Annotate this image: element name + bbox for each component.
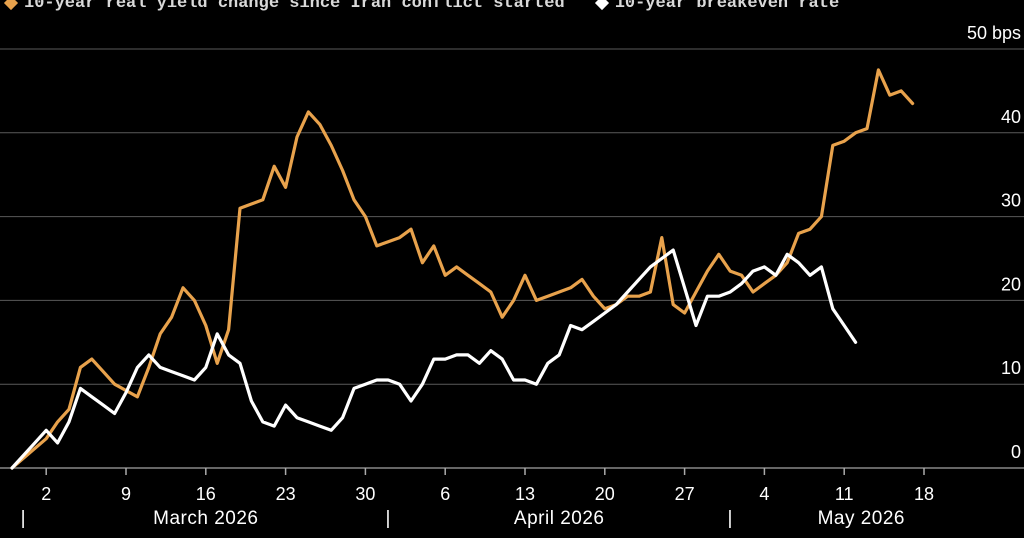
x-tick-label: 4 [759, 484, 769, 504]
x-tick-label: 20 [595, 484, 615, 504]
y-tick-label: 0 [1011, 442, 1021, 462]
x-tick-label: 2 [41, 484, 51, 504]
month-separator: | [21, 508, 26, 529]
x-tick-label: 9 [121, 484, 131, 504]
x-tick-label: 18 [914, 484, 934, 504]
y-tick-label: 20 [1001, 274, 1021, 294]
series-line-0 [10, 68, 915, 470]
month-label: May 2026 [818, 508, 905, 529]
y-tick-label: 10 [1001, 358, 1021, 378]
x-tick-label: 16 [196, 484, 216, 504]
legend-label: 10-year real yield change since Iran con… [24, 0, 565, 13]
month-label: April 2026 [514, 508, 605, 529]
y-tick-label: 40 [1001, 107, 1021, 127]
x-tick-label: 23 [276, 484, 296, 504]
month-label: March 2026 [153, 508, 258, 529]
x-tick-label: 30 [355, 484, 375, 504]
month-separator: | [727, 508, 732, 529]
month-separator: | [385, 508, 390, 529]
legend-label: 10-year breakeven rate [614, 0, 840, 13]
legend-item-real-yield: 10-year real yield change since Iran con… [0, 0, 565, 13]
y-tick-label: 30 [1001, 191, 1021, 211]
legend-item-breakeven: 10-year breakeven rate [591, 0, 839, 13]
y-tick-label: 50 bps [967, 23, 1021, 43]
legend: 10-year real yield change since Iran con… [0, 0, 865, 15]
x-tick-label: 27 [675, 484, 695, 504]
x-tick-label: 6 [440, 484, 450, 504]
series-line-1 [10, 248, 858, 470]
x-tick-label: 11 [835, 484, 854, 504]
x-tick-label: 13 [515, 484, 535, 504]
